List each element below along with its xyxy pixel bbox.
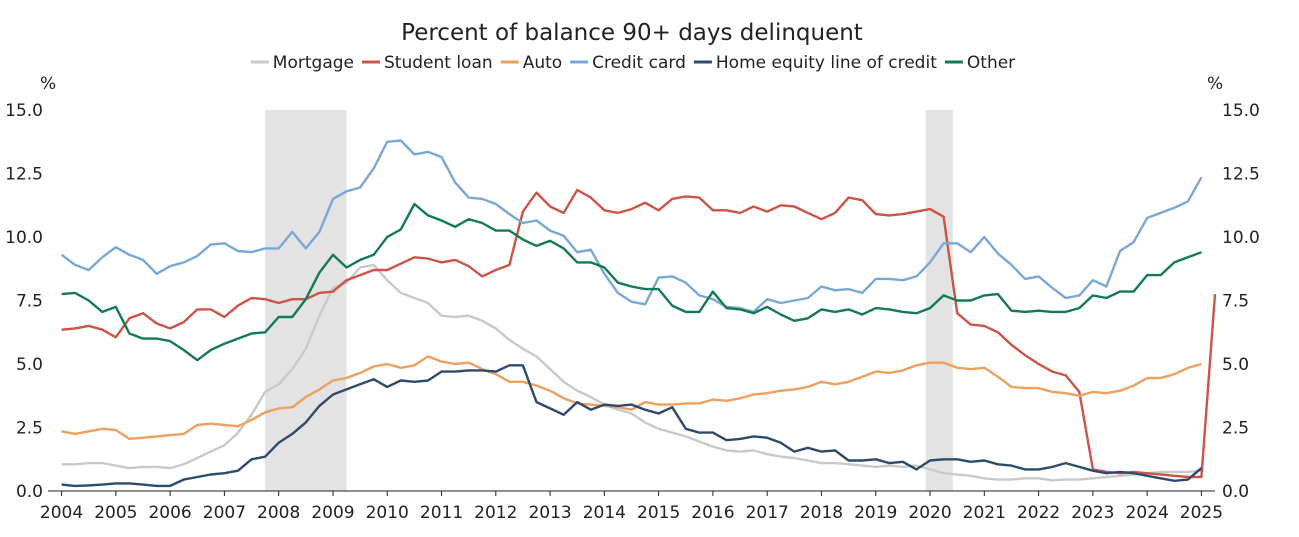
y-axis-right: 0.0 2.5 5.0 7.5 10.0 12.5 15.0 <box>1222 101 1260 502</box>
y-tick-right-1: 2.5 <box>1222 419 1249 439</box>
x-tick-5: 2009 <box>311 503 354 523</box>
x-tick-4: 2008 <box>257 503 300 523</box>
x-tick-1: 2005 <box>94 503 137 523</box>
legend-label: Auto <box>523 53 562 73</box>
legend-label: Mortgage <box>273 53 354 73</box>
series-lines <box>60 139 1217 488</box>
legend-label: Credit card <box>592 53 686 73</box>
y-tick-left-1: 2.5 <box>16 419 43 439</box>
y-tick-left-2: 5.0 <box>16 355 43 375</box>
x-tick-6: 2010 <box>366 503 409 523</box>
y-tick-right-0: 0.0 <box>1222 482 1249 502</box>
legend-item-1: Student loan <box>362 53 493 73</box>
y-axis-left: 0.0 2.5 5.0 7.5 10.0 12.5 15.0 <box>5 101 43 502</box>
legend-label: Student loan <box>384 53 493 73</box>
series-line-credit-card <box>60 139 1203 314</box>
series-line-auto <box>61 355 1202 441</box>
legend-item-5: Other <box>944 53 1015 73</box>
x-tick-19: 2023 <box>1071 503 1114 523</box>
legend-label: Home equity line of credit <box>716 53 937 73</box>
recession-bands <box>265 110 953 491</box>
x-tick-14: 2018 <box>800 503 843 523</box>
y-axis-label-left: % <box>40 74 56 94</box>
x-tick-20: 2024 <box>1126 503 1169 523</box>
legend-label: Other <box>967 53 1015 73</box>
legend-item-4: Home equity line of credit <box>693 53 937 73</box>
y-tick-left-0: 0.0 <box>16 482 43 502</box>
y-tick-right-4: 10.0 <box>1222 228 1260 248</box>
x-tick-9: 2013 <box>528 503 571 523</box>
x-tick-16: 2020 <box>908 503 951 523</box>
x-axis: 2004 2005 2006 2007 2008 2009 2010 2011 2012 2013… <box>40 490 1223 523</box>
x-tick-3: 2007 <box>203 503 246 523</box>
x-tick-8: 2012 <box>474 503 517 523</box>
x-tick-12: 2016 <box>691 503 734 523</box>
series-line-student-loan <box>61 188 1217 479</box>
x-tick-10: 2014 <box>583 503 626 523</box>
legend-item-0: Mortgage <box>250 53 354 73</box>
x-tick-11: 2015 <box>637 503 680 523</box>
chart-title: Percent of balance 90+ days delinquent <box>401 20 863 46</box>
y-tick-left-4: 10.0 <box>5 228 43 248</box>
y-tick-right-5: 12.5 <box>1222 165 1260 185</box>
x-tick-15: 2019 <box>854 503 897 523</box>
x-tick-18: 2022 <box>1017 503 1060 523</box>
x-tick-21: 2025 <box>1180 503 1223 523</box>
legend: Mortgage Student loan Auto Credit card Home … <box>250 53 1015 73</box>
y-tick-left-6: 15.0 <box>5 101 43 121</box>
series-line-mortgage <box>61 263 1202 482</box>
legend-item-2: Auto <box>500 53 562 73</box>
x-tick-0: 2004 <box>40 503 83 523</box>
y-tick-right-3: 7.5 <box>1222 292 1249 312</box>
x-tick-7: 2011 <box>420 503 463 523</box>
y-axis-label-right: % <box>1207 74 1223 94</box>
x-tick-17: 2021 <box>963 503 1006 523</box>
y-tick-right-2: 5.0 <box>1222 355 1249 375</box>
y-tick-left-3: 7.5 <box>16 292 43 312</box>
y-tick-left-5: 12.5 <box>5 165 43 185</box>
legend-item-3: Credit card <box>570 53 686 73</box>
x-tick-2: 2006 <box>148 503 191 523</box>
series-line-home-equity-line-of-credit <box>61 364 1203 488</box>
x-tick-13: 2017 <box>746 503 789 523</box>
y-tick-right-6: 15.0 <box>1222 101 1260 121</box>
series-line-other <box>61 202 1202 362</box>
